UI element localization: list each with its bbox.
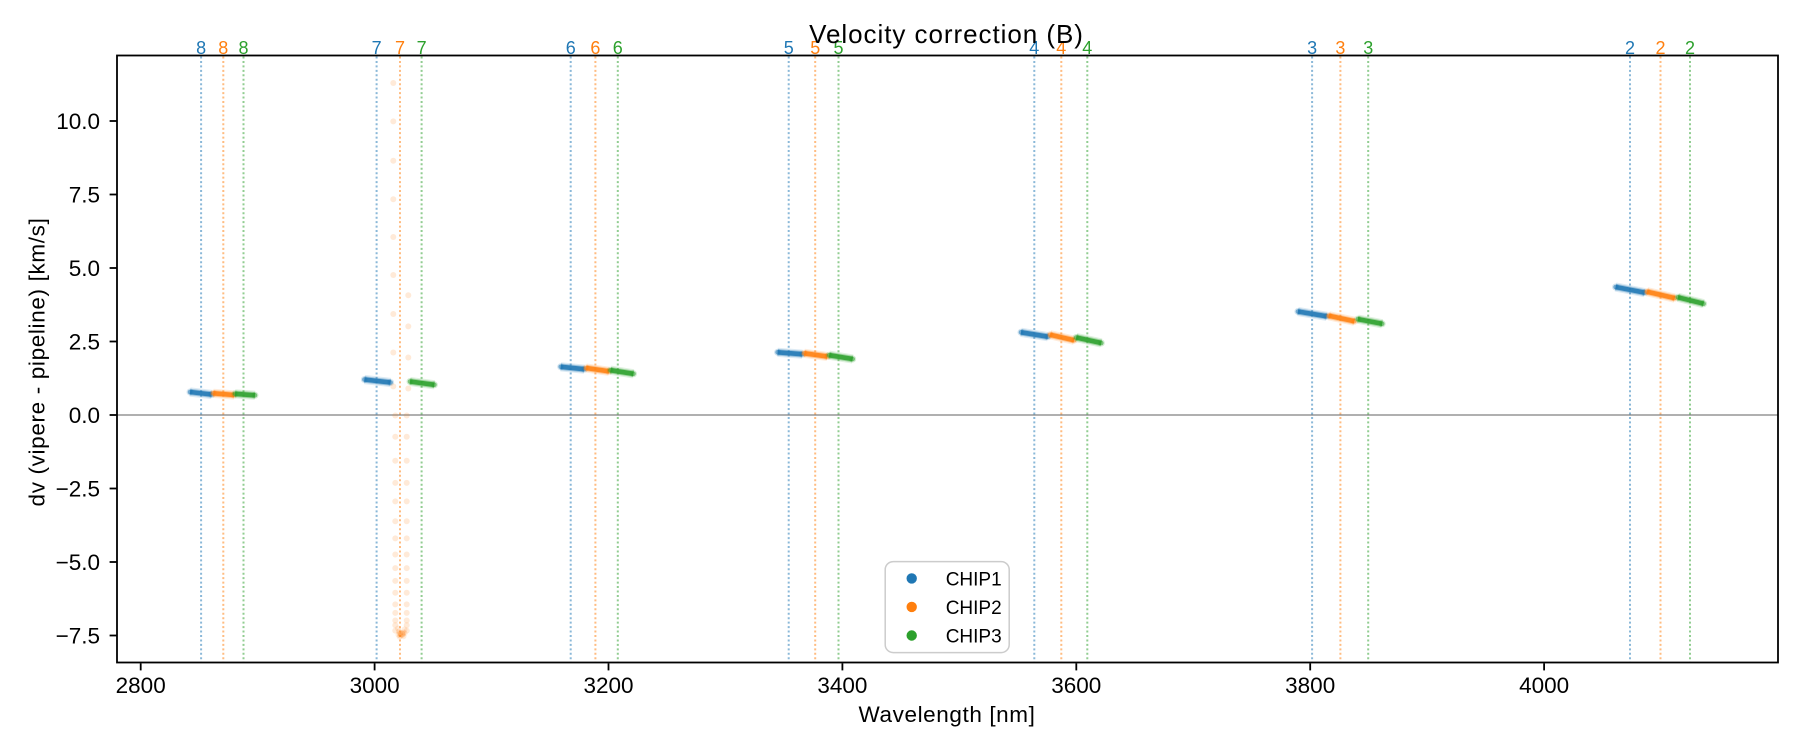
svg-text:−2.5: −2.5 xyxy=(56,477,100,502)
svg-text:5: 5 xyxy=(810,38,820,58)
svg-text:2.5: 2.5 xyxy=(69,330,100,355)
svg-text:3: 3 xyxy=(1363,38,1373,58)
svg-text:8: 8 xyxy=(196,38,206,58)
svg-text:5.0: 5.0 xyxy=(69,256,100,281)
svg-text:4: 4 xyxy=(1056,38,1066,58)
svg-text:7: 7 xyxy=(372,38,382,58)
svg-text:CHIP1: CHIP1 xyxy=(946,569,1002,590)
svg-text:6: 6 xyxy=(566,38,576,58)
svg-text:3200: 3200 xyxy=(583,673,633,698)
svg-text:3: 3 xyxy=(1335,38,1345,58)
svg-text:5: 5 xyxy=(784,38,794,58)
svg-text:2: 2 xyxy=(1655,38,1665,58)
svg-text:6: 6 xyxy=(613,38,623,58)
svg-text:Velocity correction (B): Velocity correction (B) xyxy=(809,19,1084,49)
svg-text:7.5: 7.5 xyxy=(69,183,100,208)
svg-text:Wavelength [nm]: Wavelength [nm] xyxy=(859,702,1036,727)
svg-text:3600: 3600 xyxy=(1051,673,1101,698)
svg-text:8: 8 xyxy=(238,38,248,58)
svg-text:3000: 3000 xyxy=(350,673,400,698)
svg-text:−5.0: −5.0 xyxy=(56,550,100,575)
svg-text:4: 4 xyxy=(1082,38,1092,58)
svg-text:−7.5: −7.5 xyxy=(56,624,100,649)
svg-text:dv (vipere - pipeline) [km/s]: dv (vipere - pipeline) [km/s] xyxy=(25,218,50,507)
svg-text:0.0: 0.0 xyxy=(69,403,100,428)
svg-text:2: 2 xyxy=(1685,38,1695,58)
svg-text:7: 7 xyxy=(395,38,405,58)
svg-text:6: 6 xyxy=(590,38,600,58)
svg-text:3400: 3400 xyxy=(817,673,867,698)
svg-text:4000: 4000 xyxy=(1519,673,1569,698)
svg-text:5: 5 xyxy=(833,38,843,58)
svg-text:CHIP2: CHIP2 xyxy=(946,598,1002,619)
svg-text:2: 2 xyxy=(1625,38,1635,58)
svg-text:3: 3 xyxy=(1307,38,1317,58)
svg-text:2800: 2800 xyxy=(116,673,166,698)
svg-text:7: 7 xyxy=(417,38,427,58)
svg-text:10.0: 10.0 xyxy=(56,109,100,134)
svg-text:CHIP3: CHIP3 xyxy=(946,626,1002,647)
svg-text:8: 8 xyxy=(218,38,228,58)
svg-text:3800: 3800 xyxy=(1285,673,1335,698)
svg-text:4: 4 xyxy=(1029,38,1039,58)
